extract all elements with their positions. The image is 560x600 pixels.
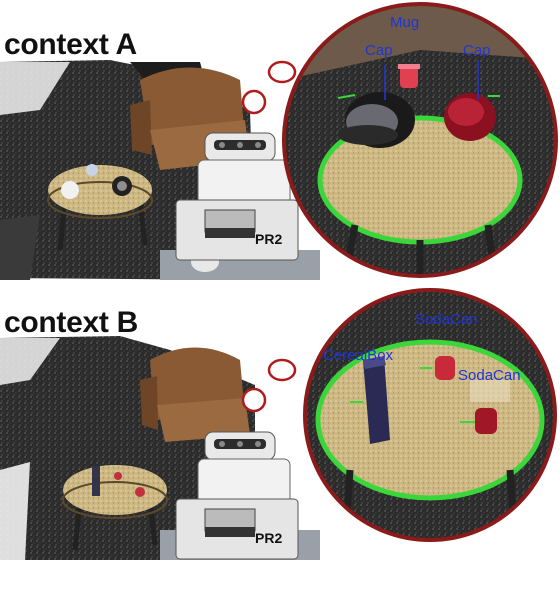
object-label-cerealbox: CerealBox [323,347,394,364]
cap-object-2 [444,93,496,141]
pr2-robot-a: PR2 [160,132,320,280]
mug-object [398,64,420,88]
context-a-label: context A [4,28,137,61]
zoom-circle-b: SodaCan CerealBox SodaCan [303,288,557,542]
table-ring-b [315,339,545,501]
sodacan-object-1 [435,356,455,380]
pr2-robot-b: PR2 [160,431,320,560]
round-table-b [62,465,168,551]
thought-bubbles-b [241,358,297,413]
table-objects [61,164,132,199]
sodacan-object-2 [475,408,497,434]
object-label-mug: Mug [390,14,419,31]
zoom-circle-a: Mug Cap Cap [282,2,558,278]
panel-a [0,60,255,280]
object-label-cap-left: Cap [365,42,393,59]
context-b-label: context B [4,306,138,339]
object-label-cap-right: Cap [463,42,491,59]
thought-bubbles-a [241,60,297,115]
pr2-label-b: PR2 [255,530,282,546]
pr2-label-a: PR2 [255,231,282,247]
armchair-b [140,347,250,442]
cereal-box-object [363,356,390,444]
cap-object-1 [338,92,415,148]
object-label-sodacan-top: SodaCan [415,311,478,328]
object-label-sodacan-right: SodaCan [458,367,521,384]
table-objects-b [92,466,145,497]
